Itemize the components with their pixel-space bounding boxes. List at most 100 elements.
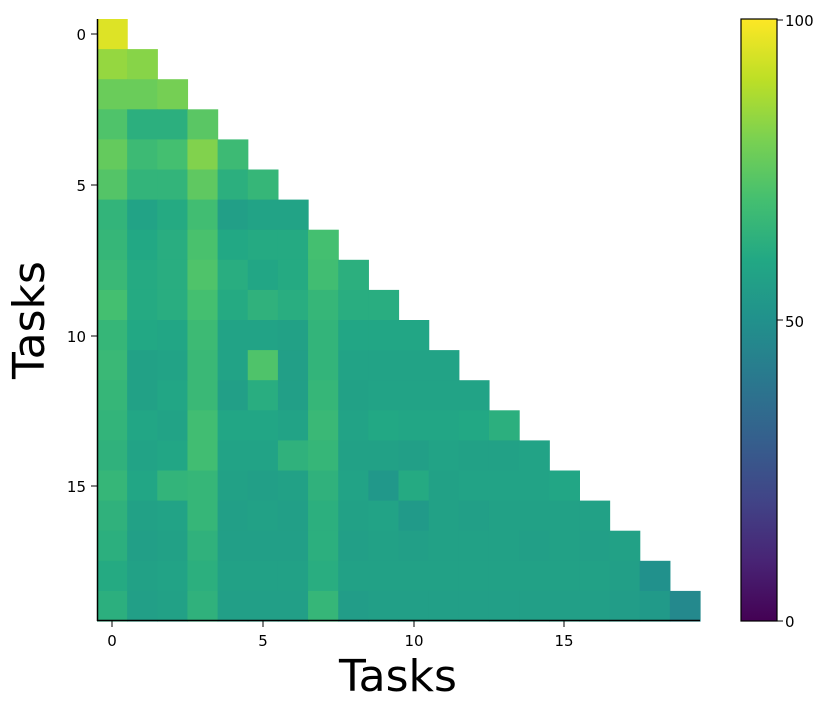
heatmap-cell-11-0 <box>97 350 128 381</box>
heatmap-cell-18-10 <box>398 560 430 592</box>
heatmap-cell-11-11 <box>428 350 460 381</box>
heatmap-cell-11-6 <box>277 350 309 381</box>
heatmap-cell-15-10 <box>398 470 430 502</box>
heatmap-cell-14-14 <box>519 440 550 472</box>
x-tick-label-15: 15 <box>554 632 573 650</box>
heatmap-cell-18-11 <box>428 560 460 592</box>
heatmap-cell-18-12 <box>458 560 490 592</box>
heatmap-cell-19-10 <box>398 590 430 622</box>
heatmap-cell-10-10 <box>398 320 430 351</box>
heatmap-cell-18-6 <box>277 560 309 592</box>
heatmap-cell-17-8 <box>338 530 369 562</box>
x-tick-label-0: 0 <box>107 632 117 650</box>
heatmap-cell-6-4 <box>217 199 249 231</box>
heatmap-cell-12-7 <box>308 380 339 411</box>
heatmap-cell-7-7 <box>308 229 339 261</box>
heatmap-cell-15-9 <box>368 470 400 502</box>
heatmap-cell-19-13 <box>488 590 520 622</box>
heatmap-cell-11-5 <box>247 350 279 381</box>
heatmap-cell-11-7 <box>308 350 339 381</box>
heatmap-cell-9-6 <box>277 289 309 321</box>
heatmap-cell-9-2 <box>157 289 189 321</box>
heatmap-cell-11-9 <box>368 350 400 381</box>
heatmap-cell-15-2 <box>157 470 189 502</box>
heatmap-cell-17-3 <box>187 530 219 562</box>
heatmap-cell-18-15 <box>549 560 580 592</box>
heatmap-cell-16-12 <box>458 500 490 532</box>
heatmap-cell-8-3 <box>187 259 219 291</box>
heatmap-cell-5-1 <box>127 169 158 201</box>
heatmap-cell-9-4 <box>217 289 249 321</box>
heatmap-cell-17-2 <box>157 530 189 562</box>
heatmap-cell-14-5 <box>247 440 279 472</box>
heatmap-cell-15-15 <box>549 470 580 502</box>
heatmap-cell-4-3 <box>187 139 219 171</box>
y-tick-label-15: 15 <box>67 478 86 496</box>
heatmap-cell-18-2 <box>157 560 189 592</box>
heatmap-cell-11-8 <box>338 350 369 381</box>
y-axis-title: Tasks <box>4 261 55 380</box>
heatmap-cell-13-6 <box>277 410 309 441</box>
heatmap-cell-11-2 <box>157 350 189 381</box>
heatmap-cell-9-9 <box>368 289 400 321</box>
heatmap-cell-18-4 <box>217 560 249 592</box>
heatmap-cell-14-6 <box>277 440 309 472</box>
heatmap-cell-13-8 <box>338 410 369 441</box>
heatmap-cell-5-0 <box>97 169 128 201</box>
heatmap-cell-4-4 <box>217 139 249 171</box>
heatmap-cell-15-1 <box>127 470 158 502</box>
heatmap-cell-17-10 <box>398 530 430 562</box>
heatmap-cell-18-7 <box>308 560 339 592</box>
heatmap-cell-13-13 <box>488 410 520 441</box>
heatmap-cell-12-5 <box>247 380 279 411</box>
heatmap-cell-10-9 <box>368 320 400 351</box>
heatmap-cell-9-0 <box>97 289 128 321</box>
heatmap-cell-18-17 <box>609 560 641 592</box>
heatmap-cell-15-8 <box>338 470 369 502</box>
heatmap-cell-18-13 <box>488 560 520 592</box>
y-tick-label-0: 0 <box>76 26 86 44</box>
heatmap-cell-15-7 <box>308 470 339 502</box>
heatmap-cell-1-1 <box>127 49 158 80</box>
heatmap-cell-8-6 <box>277 259 309 291</box>
colorbar-tick-label-0: 0 <box>785 613 795 631</box>
colorbar-gradient <box>740 18 778 622</box>
heatmap-cell-6-2 <box>157 199 189 231</box>
heatmap-cell-6-1 <box>127 199 158 231</box>
heatmap-cell-16-5 <box>247 500 279 532</box>
heatmap-cell-19-3 <box>187 590 219 622</box>
heatmap-cell-7-6 <box>277 229 309 261</box>
heatmap-cell-7-1 <box>127 229 158 261</box>
heatmap-cell-19-0 <box>97 590 128 622</box>
heatmap-cell-10-7 <box>308 320 339 351</box>
heatmap-cell-17-4 <box>217 530 249 562</box>
heatmap-cell-13-1 <box>127 410 158 441</box>
heatmap-cell-12-6 <box>277 380 309 411</box>
heatmap-cell-11-1 <box>127 350 158 381</box>
heatmap-cell-10-3 <box>187 320 219 351</box>
heatmap-cell-6-0 <box>97 199 128 231</box>
heatmap-cell-14-11 <box>428 440 460 472</box>
heatmap-cell-18-0 <box>97 560 128 592</box>
heatmap-cell-2-0 <box>97 79 128 110</box>
colorbar-tick-label-100: 100 <box>785 12 814 30</box>
heatmap-cell-0-0 <box>97 19 128 50</box>
heatmap-cell-19-17 <box>609 590 641 622</box>
heatmap-cell-17-16 <box>579 530 611 562</box>
heatmap-cell-2-2 <box>157 79 189 110</box>
heatmap-cell-17-13 <box>488 530 520 562</box>
heatmap-cell-17-6 <box>277 530 309 562</box>
heatmap-cell-16-10 <box>398 500 430 532</box>
heatmap-cell-16-15 <box>549 500 580 532</box>
heatmap-cell-19-1 <box>127 590 158 622</box>
heatmap-cell-15-13 <box>488 470 520 502</box>
heatmap-cell-10-1 <box>127 320 158 351</box>
heatmap-cell-16-4 <box>217 500 249 532</box>
heatmap-cell-3-0 <box>97 109 128 140</box>
heatmap-cell-16-3 <box>187 500 219 532</box>
heatmap-cell-7-0 <box>97 229 128 261</box>
heatmap-cell-13-9 <box>368 410 400 441</box>
heatmap-cell-17-15 <box>549 530 580 562</box>
heatmap-cell-15-3 <box>187 470 219 502</box>
